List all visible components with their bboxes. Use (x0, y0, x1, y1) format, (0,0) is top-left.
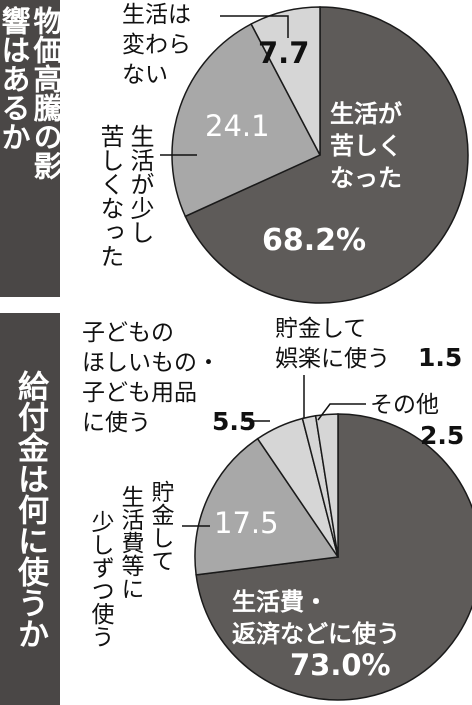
slice-label-other: その他 (370, 392, 439, 418)
slice-label-savings-c: 少しずつ使う (87, 510, 115, 648)
data-label-other: 2.5 (420, 421, 464, 450)
label-group-entertainment: 貯金して 娯楽に使う 1.5 (275, 316, 462, 418)
leader-line-other (317, 403, 366, 421)
panel-benefit-usage: 給付金は何に使うか 子どもの ほしいもの・ 子ども用品 に使う 5.5 貯金して… (0, 313, 472, 705)
slice-label-kids-l1: 子どもの (82, 320, 174, 346)
slice-label-living: 生活費・ 返済などに使う (232, 588, 400, 648)
slice-label-slightly-harder-b: 生活が少し (126, 124, 154, 244)
slice-label-savings-b: 生活費等に (117, 485, 145, 600)
label-group-not-changed: 生活は 変わら ない (122, 2, 289, 88)
slice-label-living-l2: 返済などに使う (232, 620, 400, 648)
slice-label-not-changed-l1: 生活は (122, 2, 191, 28)
slice-label-slightly-harder-a: 苦しくなった (96, 124, 124, 268)
panel2-title-bg (0, 313, 60, 705)
pie-benefit-usage (194, 413, 472, 701)
data-label-entertainment: 1.5 (418, 343, 462, 372)
slice-label-kids-l4: に使う (82, 410, 151, 436)
data-label-slightly-harder: 24.1 (205, 109, 270, 143)
pie2-slice-0 (195, 413, 472, 701)
leader-line-not-changed (220, 15, 289, 38)
slice-label-living-l1: 生活費・ (232, 588, 328, 616)
slice-label-harder-l2: 苦しく (330, 132, 402, 160)
panel2-title: 給付金は何に使うか (12, 369, 50, 649)
panel1-title-line2: 響はあるか (0, 5, 31, 151)
slice-label-entertainment-l2: 娯楽に使う (275, 346, 390, 372)
slice-label-not-changed-l2: 変わら (122, 32, 191, 58)
slice-label-harder-l1: 生活が (330, 100, 402, 128)
label-group-savings: 貯金して 生活費等に 少しずつ使う (87, 480, 210, 648)
label-group-slightly-harder: 苦しくなった 生活が少し (96, 124, 197, 268)
label-group-other: その他 2.5 (317, 392, 464, 450)
panel-price-impact: 物価高騰の影 響はあるか 生活は 変わら ない 苦しくなった 生活が少し 生活が… (0, 0, 469, 304)
slice-label-savings-a: 貯金して (147, 480, 175, 572)
data-label-living: 73.0% (290, 648, 391, 682)
data-label-harder: 68.2% (262, 223, 366, 258)
data-label-not-changed: 7.7 (258, 36, 309, 70)
panel1-title-line1: 物価高騰の影 (29, 6, 64, 180)
slice-label-kids-l2: ほしいもの・ (82, 350, 220, 376)
pie1-slice-0 (184, 6, 469, 304)
slice-label-entertainment-l1: 貯金して (275, 316, 366, 342)
slice-label-not-changed-l3: ない (122, 62, 168, 88)
label-group-kids: 子どもの ほしいもの・ 子ども用品 に使う 5.5 (82, 320, 270, 436)
panel1-title-bg (0, 0, 60, 297)
pie2-slice-1 (194, 437, 340, 576)
slice-label-kids-l3: 子ども用品 (82, 380, 197, 406)
slice-label-kids: 子どもの ほしいもの・ 子ども用品 に使う (82, 320, 227, 436)
slice-label-entertainment: 貯金して 娯楽に使う (275, 316, 390, 372)
pie1-slice-1 (171, 22, 322, 218)
pie2-slice-4 (314, 413, 339, 558)
data-label-savings: 17.5 (214, 506, 279, 540)
slice-label-not-changed: 生活は 変わら ない (122, 2, 198, 88)
pie-price-impact (171, 6, 469, 304)
slice-label-harder: 生活が 苦しく なった (330, 100, 410, 192)
slice-label-harder-l3: なった (330, 164, 402, 192)
pie1-slice-2 (250, 6, 321, 156)
